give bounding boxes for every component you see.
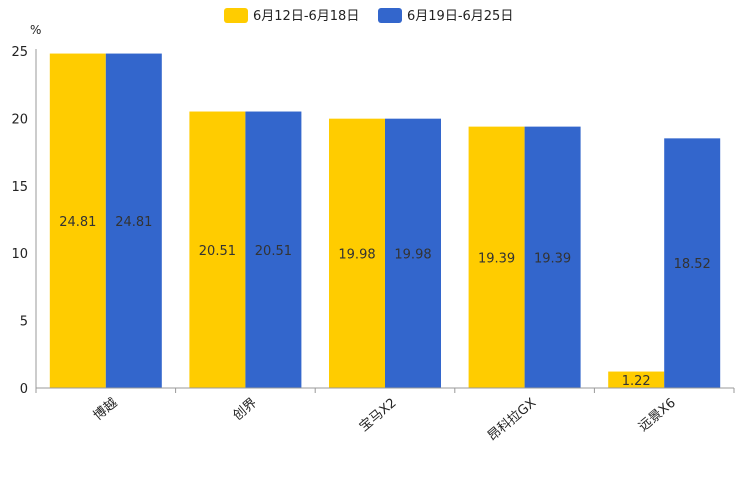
data-label-2-2: 20.51 xyxy=(255,244,292,259)
data-label-2-1: 24.81 xyxy=(115,215,152,230)
y-tick-label: 25 xyxy=(11,45,28,60)
x-tick-label: 博越 xyxy=(91,396,121,424)
bar-1-2[interactable] xyxy=(189,111,246,388)
bar-1-5[interactable] xyxy=(608,371,665,388)
data-label-2-3: 19.98 xyxy=(394,247,431,262)
legend: 6月12日-6月18日 6月19日-6月25日 xyxy=(224,8,513,24)
data-labels-group: 24.81 24.81 20.51 20.51 19.98 19.98 19.39 19.39… xyxy=(59,215,711,389)
bar-1-1[interactable] xyxy=(49,53,106,389)
bar-1-4[interactable] xyxy=(468,126,525,389)
bar-2-2[interactable] xyxy=(245,111,302,388)
y-tick-label: 20 xyxy=(11,112,28,127)
bar-2-4[interactable] xyxy=(524,126,581,389)
legend-label-1[interactable]: 6月12日-6月18日 xyxy=(253,9,359,24)
x-tick-label: 昂科拉GX xyxy=(485,396,539,445)
y-tick-label: 10 xyxy=(11,247,28,262)
y-tick-label: 15 xyxy=(11,180,28,195)
x-tick-label: 宝马X2 xyxy=(357,396,400,435)
data-label-1-2: 20.51 xyxy=(199,244,236,259)
legend-swatch-2[interactable] xyxy=(378,8,402,23)
y-axis-unit-label: % xyxy=(30,23,41,37)
data-label-2-5: 18.52 xyxy=(674,257,711,272)
legend-swatch-1[interactable] xyxy=(224,8,248,23)
bar-2-5[interactable] xyxy=(664,138,721,388)
legend-label-2[interactable]: 6月19日-6月25日 xyxy=(407,9,513,24)
data-label-1-5: 1.22 xyxy=(622,374,651,389)
bar-2-3[interactable] xyxy=(385,118,441,389)
data-label-2-4: 19.39 xyxy=(534,251,571,266)
bar-1-3[interactable] xyxy=(329,118,385,389)
x-axis: 博越 创界 宝马X2 昂科拉GX 远景X6 xyxy=(35,387,735,445)
data-label-1-3: 19.98 xyxy=(338,247,375,262)
y-tick-label: 5 xyxy=(20,315,28,330)
data-label-1-1: 24.81 xyxy=(59,215,96,230)
y-axis: 0 5 10 15 20 25 xyxy=(11,45,37,397)
bar-2-1[interactable] xyxy=(105,53,162,389)
data-label-1-4: 19.39 xyxy=(478,251,515,266)
x-tick-label: 创界 xyxy=(230,396,260,424)
bars-group xyxy=(49,53,721,389)
y-tick-label: 0 xyxy=(20,382,28,397)
x-tick-label: 远景X6 xyxy=(636,396,679,435)
